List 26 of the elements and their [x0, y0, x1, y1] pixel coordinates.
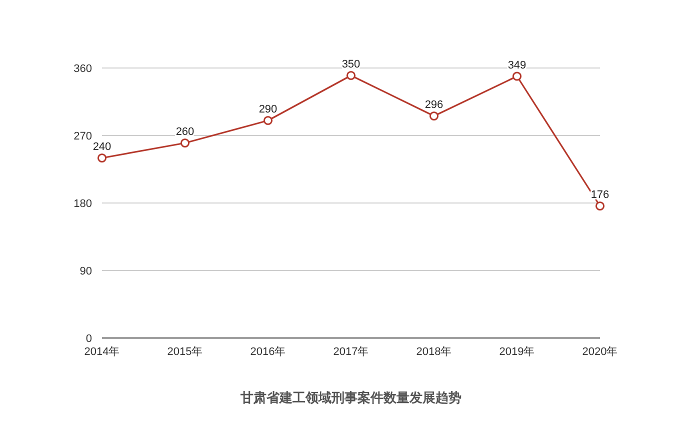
point — [429, 111, 439, 121]
x-tick-label: 2020年 — [582, 346, 618, 358]
y-tick-label: 90 — [80, 266, 92, 278]
x-tick-label: 2019年 — [499, 346, 535, 358]
x-tick-label: 2015年 — [167, 346, 203, 358]
point — [512, 72, 522, 81]
data-label: 260 — [176, 126, 194, 138]
point — [97, 153, 107, 163]
y-tick-label: 360 — [74, 63, 92, 75]
point — [180, 138, 190, 148]
x-tick-label: 2017年 — [333, 346, 369, 358]
y-tick-label: 270 — [74, 130, 92, 142]
text: 甘肃省建工领域刑事案件数量发展趋势 — [240, 390, 462, 405]
x-tick-label: 2014年 — [84, 346, 120, 358]
data-label: 350 — [342, 58, 360, 70]
data-label: 290 — [258, 104, 278, 116]
data-label: 296 — [424, 99, 444, 111]
point — [263, 116, 273, 126]
data-label: 240 — [92, 141, 112, 153]
x-tick-label: 2016年 — [250, 346, 286, 358]
point — [595, 201, 605, 211]
data-label: 349 — [508, 59, 526, 72]
x-tick-label: 2018年 — [416, 346, 452, 358]
point — [346, 70, 356, 80]
y-tick-label: 0 — [86, 333, 92, 345]
y-tick-label: 180 — [74, 198, 92, 210]
